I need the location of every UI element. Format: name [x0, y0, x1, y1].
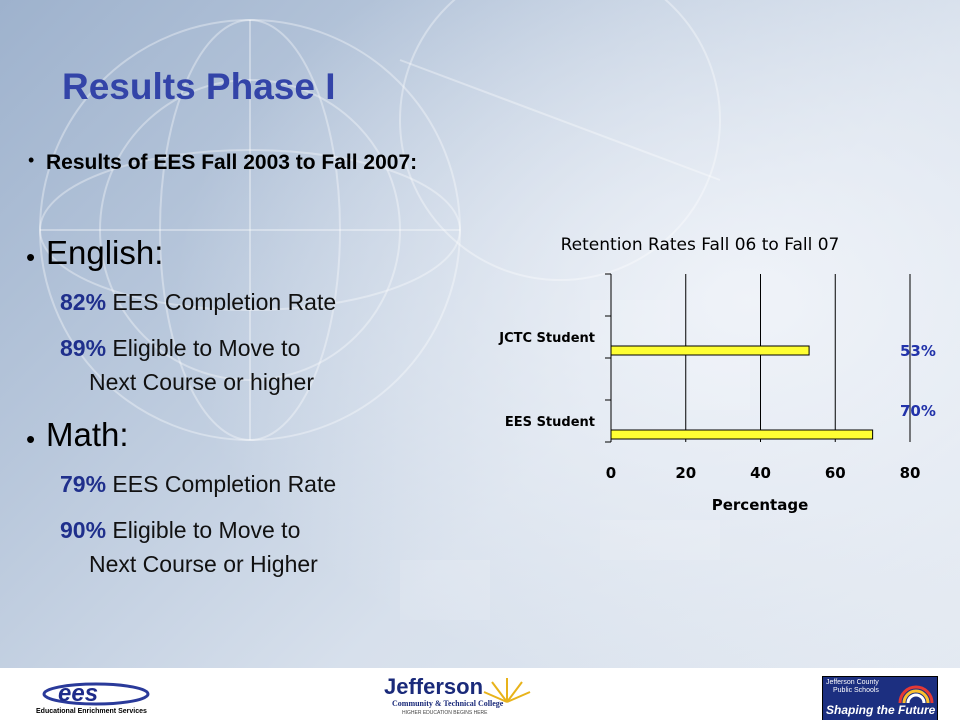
english-item-2-line2: Next Course or higher — [89, 369, 314, 395]
english-item-2-text: Eligible to Move to — [106, 335, 301, 361]
ees-logo-swoosh-icon — [42, 682, 150, 706]
bullet-dot: • — [26, 424, 36, 454]
slide-title: Results Phase I — [62, 66, 336, 107]
english-item-2-pct: 89% — [60, 335, 107, 361]
x-tick-label: 0 — [606, 464, 616, 482]
category-label: JCTC Student — [498, 331, 595, 346]
footer: ees Educational Enrichment Services Jeff… — [0, 668, 960, 720]
chart-title: Retention Rates Fall 06 to Fall 07 — [561, 235, 840, 255]
english-item-1-text: EES Completion Rate — [106, 289, 337, 315]
x-axis-label: Percentage — [712, 496, 809, 514]
x-tick-label: 80 — [900, 464, 921, 482]
category-label: EES Student — [505, 415, 595, 430]
jefferson-tag: HIGHER EDUCATION BEGINS HERE — [402, 710, 488, 716]
bullet-dot: • — [28, 150, 35, 170]
bar — [610, 429, 874, 440]
background-globe-art — [0, 0, 960, 668]
jefferson-logo: Jefferson Community & Technical College … — [384, 674, 544, 720]
english-item-1-pct: 82% — [60, 289, 107, 315]
english-item-1: 82% EES Completion Rate — [60, 286, 336, 318]
math-item-2-line2: Next Course or Higher — [89, 551, 318, 577]
jcps-line2: Public Schools — [833, 687, 879, 694]
bullet-dot: • — [26, 242, 36, 272]
sunburst-icon — [483, 678, 531, 703]
bar — [610, 345, 810, 356]
ees-logo: ees Educational Enrichment Services — [36, 680, 156, 718]
english-heading: English: — [46, 234, 164, 271]
rainbow-icon — [898, 685, 934, 704]
math-item-1: 79% EES Completion Rate — [60, 468, 336, 500]
jcps-slogan: Shaping the Future — [826, 703, 936, 717]
x-tick-label: 20 — [675, 464, 696, 482]
x-tick-label: 40 — [750, 464, 771, 482]
math-item-2-pct: 90% — [60, 517, 107, 543]
math-item-1-pct: 79% — [60, 471, 107, 497]
math-item-1-text: EES Completion Rate — [106, 471, 337, 497]
jcps-logo: Jefferson County Public Schools Shaping … — [822, 676, 938, 720]
data-label: 70% — [900, 402, 936, 420]
retention-chart: Retention Rates Fall 06 to Fall 07 0 20 40 6… — [498, 235, 936, 514]
jefferson-name: Jefferson — [384, 674, 484, 699]
english-item-2: 89% Eligible to Move to — [60, 332, 300, 364]
math-item-2-text: Eligible to Move to — [106, 517, 301, 543]
jcps-line1: Jefferson County — [826, 679, 879, 686]
jefferson-sub: Community & Technical College — [392, 699, 504, 708]
data-label: 53% — [900, 342, 936, 360]
math-heading: Math: — [46, 416, 129, 453]
ees-logo-text: ees — [58, 680, 99, 707]
x-tick-label: 60 — [825, 464, 846, 482]
math-item-2: 90% Eligible to Move to — [60, 514, 300, 546]
intro-text: Results of EES Fall 2003 to Fall 2007: — [46, 151, 418, 174]
ees-caption: Educational Enrichment Services — [36, 708, 147, 715]
